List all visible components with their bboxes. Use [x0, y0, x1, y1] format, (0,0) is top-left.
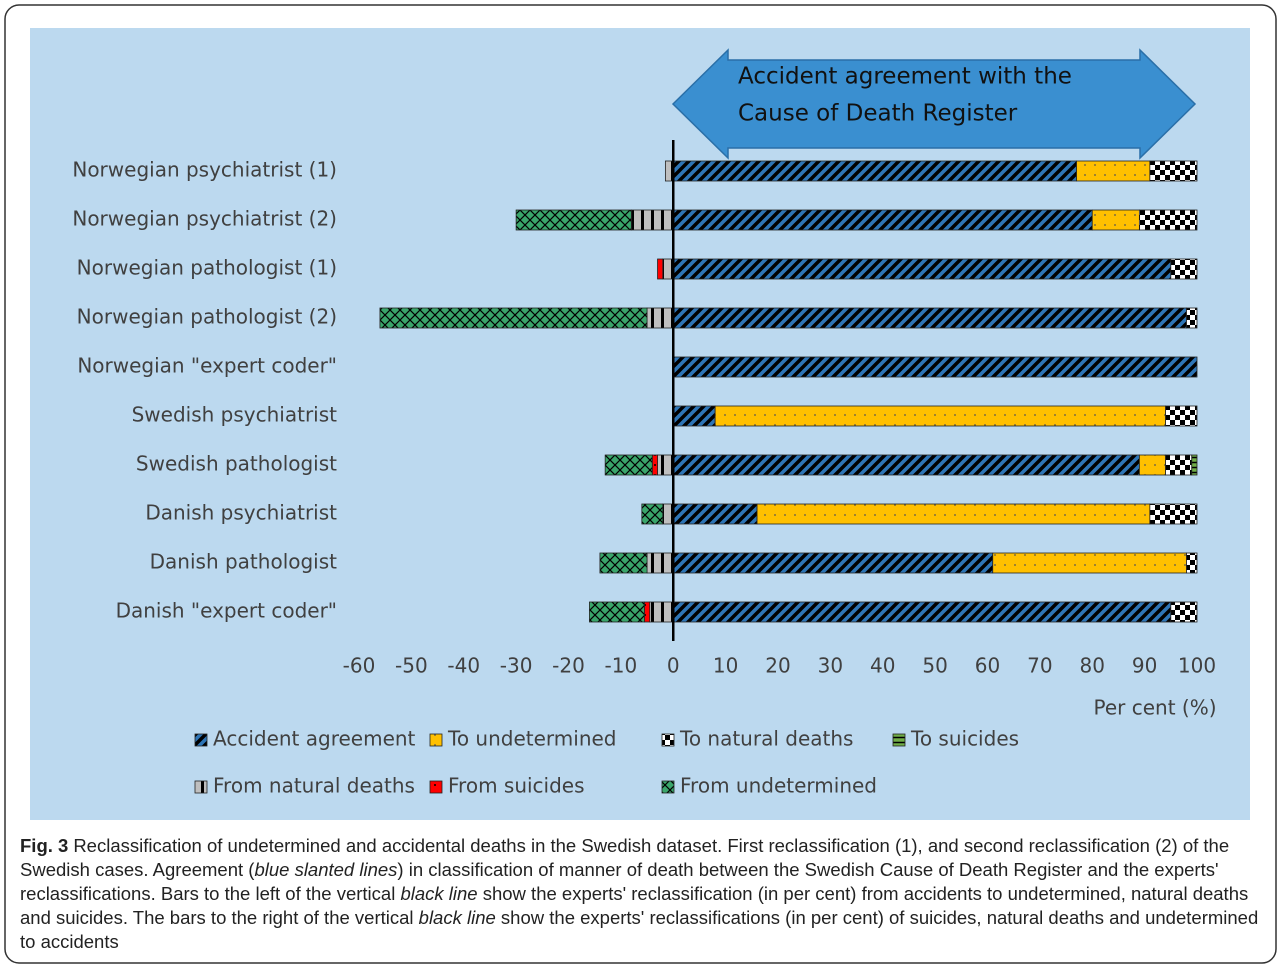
- legend-swatch: [661, 780, 675, 794]
- bar: [1149, 160, 1198, 182]
- bar: [641, 503, 664, 525]
- annotation: Cause of Death Register: [738, 101, 1018, 127]
- legend-swatch: [194, 780, 208, 794]
- bar: [1170, 601, 1198, 623]
- legend-label: From suicides: [448, 774, 585, 798]
- y-tick-label: Danish "expert coder": [116, 599, 337, 623]
- x-tick-label: 100: [1178, 654, 1216, 678]
- bar: [672, 552, 994, 574]
- bar: [1170, 258, 1198, 280]
- x-tick-label: -40: [447, 654, 480, 678]
- bar: [672, 258, 1172, 280]
- legend-label: From undetermined: [680, 774, 877, 798]
- bar: [1138, 454, 1166, 476]
- bar: [1076, 160, 1151, 182]
- bar: [657, 454, 674, 476]
- bar: [515, 209, 632, 231]
- annotation-arrow: [671, 48, 1197, 160]
- bar: [644, 601, 651, 623]
- bar: [672, 503, 758, 525]
- x-tick-label: 50: [922, 654, 947, 678]
- bar: [714, 405, 1166, 427]
- bar: [672, 209, 1093, 231]
- annotation: Accident agreement with the: [738, 64, 1072, 90]
- bar: [1186, 307, 1198, 329]
- x-tick-label: -10: [605, 654, 638, 678]
- bar: [662, 503, 674, 525]
- y-tick-label: Danish psychiatrist: [145, 501, 337, 525]
- legend-label: To natural deaths: [679, 727, 853, 751]
- bar: [589, 601, 645, 623]
- x-tick-label: 90: [1132, 654, 1157, 678]
- caption-text: black line: [400, 883, 478, 904]
- legend-swatch: [194, 733, 208, 747]
- bar: [646, 307, 674, 329]
- x-tick-label: 80: [1080, 654, 1105, 678]
- x-tick-label: 0: [667, 654, 680, 678]
- y-tick-label: Norwegian psychiatrist (1): [72, 158, 337, 182]
- frame: [4, 4, 1277, 964]
- y-tick-label: Norwegian pathologist (2): [77, 305, 337, 329]
- x-tick-label: -20: [552, 654, 585, 678]
- bar: [599, 552, 648, 574]
- x-tick-label: 20: [765, 654, 790, 678]
- bar: [630, 209, 674, 231]
- legend-label: Accident agreement: [213, 727, 416, 751]
- x-axis-label: Per cent (%): [1093, 696, 1216, 720]
- x-tick-label: -50: [395, 654, 428, 678]
- x-tick-label: 10: [713, 654, 738, 678]
- caption-text: black line: [418, 907, 496, 928]
- bar: [1191, 454, 1198, 476]
- bar: [1165, 454, 1193, 476]
- bar: [672, 356, 1198, 378]
- bar: [1165, 405, 1198, 427]
- y-tick-label: Swedish psychiatrist: [132, 403, 338, 427]
- x-tick-label: 60: [975, 654, 1000, 678]
- x-tick-label: 40: [870, 654, 895, 678]
- bar: [672, 601, 1172, 623]
- legend-label: To suicides: [910, 727, 1019, 751]
- caption-label: Fig. 3: [20, 835, 69, 856]
- y-tick-label: Swedish pathologist: [136, 452, 337, 476]
- y-tick-label: Norwegian psychiatrist (2): [72, 207, 337, 231]
- bar: [756, 503, 1151, 525]
- bar: [662, 258, 674, 280]
- bar: [1091, 209, 1140, 231]
- bar: [651, 454, 658, 476]
- bar: [379, 307, 648, 329]
- y-tick-label: Norwegian "expert coder": [77, 354, 337, 378]
- legend-swatch: [429, 733, 443, 747]
- caption-text: ) in classification of manner of death b…: [20, 859, 1219, 904]
- x-tick-label: 30: [818, 654, 843, 678]
- legend-label: From natural deaths: [213, 774, 415, 798]
- bar: [672, 405, 716, 427]
- bar: [649, 601, 674, 623]
- x-tick-label: -30: [500, 654, 533, 678]
- bar: [604, 454, 653, 476]
- bar: [672, 160, 1077, 182]
- caption-text: show the experts' reclassifications (in …: [20, 907, 1259, 952]
- bar: [657, 258, 664, 280]
- legend-label: To undetermined: [447, 727, 617, 751]
- bar: [672, 454, 1140, 476]
- caption-text: show the experts' reclassification (in p…: [20, 883, 1249, 928]
- y-tick-label: Danish pathologist: [150, 550, 338, 574]
- legend-swatch: [661, 733, 675, 747]
- bar: [646, 552, 674, 574]
- bar: [672, 307, 1187, 329]
- caption: Fig. 3 Reclassification of undetermined a…: [20, 834, 1265, 954]
- legend-swatch: [892, 733, 906, 747]
- caption-text: blue slanted lines: [254, 859, 398, 880]
- bar: [1186, 552, 1198, 574]
- x-tick-label: 70: [1027, 654, 1052, 678]
- bar: [992, 552, 1187, 574]
- bar: [1138, 209, 1198, 231]
- y-tick-label: Norwegian pathologist (1): [77, 256, 337, 280]
- bar: [1149, 503, 1198, 525]
- x-tick-label: -60: [343, 654, 376, 678]
- caption-text: Reclassification of undetermined and acc…: [20, 835, 1230, 880]
- legend-swatch: [429, 780, 443, 794]
